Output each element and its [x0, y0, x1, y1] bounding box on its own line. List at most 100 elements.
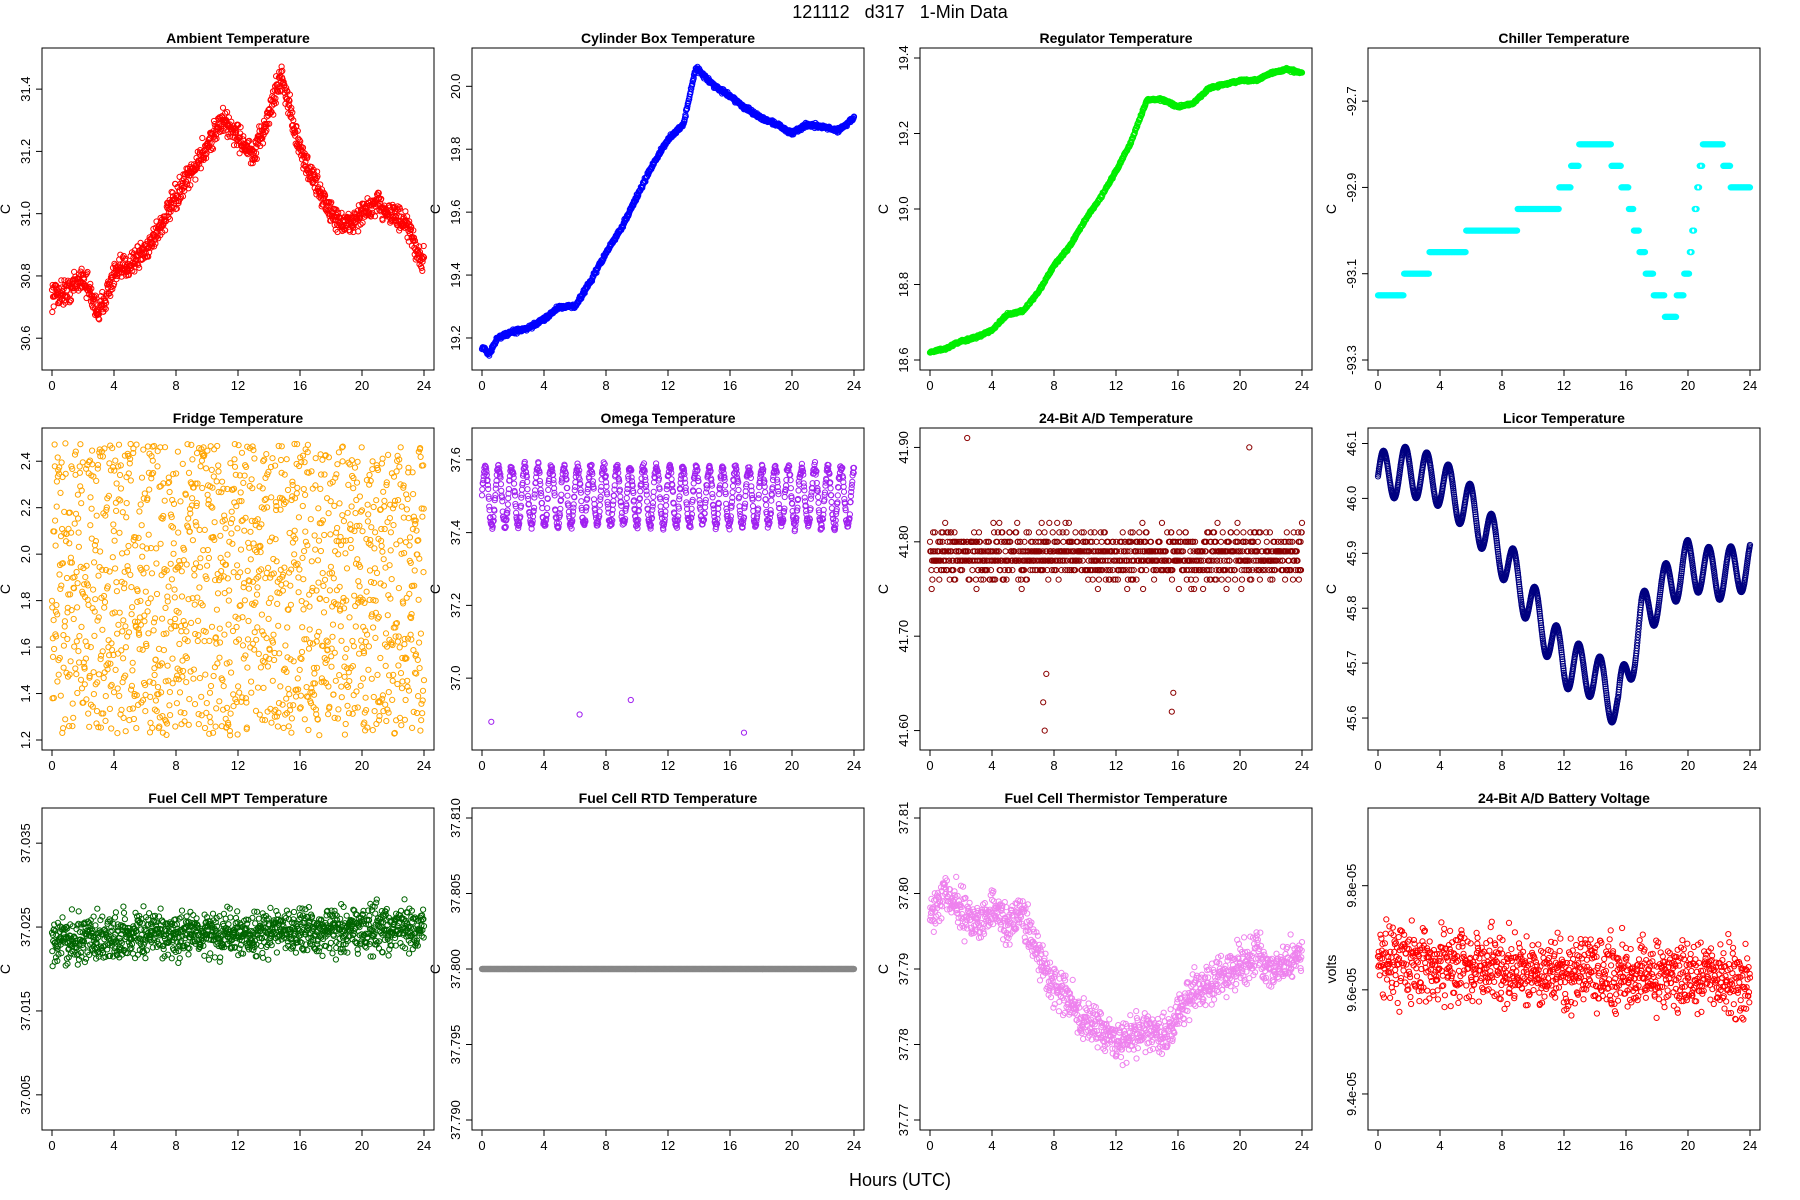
data-point — [191, 572, 198, 579]
data-point — [280, 79, 287, 86]
data-point — [221, 631, 228, 638]
y-axis-label: C — [0, 204, 13, 214]
data-point — [215, 468, 222, 475]
data-point — [129, 667, 136, 674]
data-point — [227, 133, 234, 140]
data-point — [306, 603, 313, 610]
data-point — [208, 144, 216, 151]
x-tick-label: 0 — [48, 378, 55, 393]
data-point — [52, 281, 59, 288]
data-point — [263, 635, 270, 642]
data-point — [186, 696, 193, 703]
data-point — [71, 643, 78, 650]
data-point — [191, 601, 198, 608]
data-point — [277, 683, 284, 690]
data-point — [90, 299, 97, 306]
data-point — [53, 503, 60, 510]
data-point — [230, 569, 237, 576]
data-point — [215, 462, 222, 469]
data-point — [254, 584, 261, 591]
data-point — [75, 543, 83, 550]
data-point — [240, 133, 247, 140]
y-tick-label: 19.6 — [448, 199, 463, 224]
data-point — [127, 571, 134, 579]
data-point — [300, 486, 307, 493]
data-point — [189, 456, 196, 463]
data-points — [926, 64, 1306, 356]
y-tick-label: 1.8 — [18, 592, 33, 610]
data-point — [192, 630, 199, 638]
data-point — [138, 522, 145, 529]
y-tick-label: 19.2 — [896, 121, 911, 146]
y-tick-label: 1.4 — [18, 684, 33, 702]
data-point — [172, 723, 179, 730]
data-point — [203, 465, 210, 472]
data-point — [122, 255, 129, 262]
data-point — [262, 495, 270, 502]
data-point — [102, 693, 109, 700]
data-point — [237, 546, 245, 553]
x-tick-label: 20 — [1233, 378, 1247, 393]
data-point — [166, 488, 173, 496]
data-point — [58, 459, 65, 466]
data-point — [125, 542, 132, 550]
data-point — [88, 285, 95, 292]
data-point — [174, 448, 181, 455]
data-point — [308, 558, 315, 565]
data-point — [86, 723, 93, 730]
data-point — [212, 723, 219, 730]
chart-panel: Fridge TemperatureC048121620241.21.41.61… — [0, 410, 435, 773]
data-point — [108, 681, 115, 689]
data-point — [207, 443, 214, 450]
data-point — [157, 540, 164, 547]
data-point — [72, 665, 79, 672]
data-point — [288, 715, 295, 722]
data-point — [109, 554, 116, 561]
data-point — [123, 514, 130, 521]
data-point — [209, 145, 217, 152]
data-point — [97, 548, 104, 555]
data-point — [338, 209, 345, 216]
data-point — [128, 682, 135, 690]
data-point — [280, 724, 287, 732]
data-point — [171, 586, 178, 593]
data-point — [117, 485, 125, 492]
panel-title: Cylinder Box Temperature — [581, 30, 755, 46]
data-point — [197, 165, 204, 172]
data-point — [225, 621, 232, 628]
data-point — [263, 451, 270, 458]
y-tick-label: 31.2 — [18, 139, 33, 164]
data-point — [284, 486, 292, 494]
plot-frame — [1367, 47, 1761, 371]
data-point — [195, 617, 202, 625]
data-point — [179, 177, 186, 184]
x-tick-label: 24 — [417, 378, 431, 393]
x-tick-label: 24 — [1295, 378, 1309, 393]
data-point — [112, 565, 119, 572]
data-point — [227, 710, 234, 717]
data-point — [61, 277, 68, 284]
data-point — [87, 644, 94, 651]
data-point — [153, 560, 160, 567]
data-point — [253, 636, 260, 643]
data-point — [298, 648, 306, 656]
data-point — [264, 504, 271, 511]
data-point — [139, 553, 146, 560]
data-point — [282, 642, 289, 649]
data-point — [81, 681, 88, 688]
data-point — [218, 568, 225, 575]
data-point — [115, 441, 123, 448]
data-point — [268, 719, 275, 726]
data-point — [294, 484, 301, 491]
data-point — [183, 628, 190, 635]
data-point — [108, 646, 116, 654]
data-point — [213, 606, 220, 613]
y-tick-label: 19.8 — [448, 137, 463, 162]
data-point — [84, 642, 91, 650]
data-point — [302, 491, 309, 498]
data-point — [187, 182, 194, 189]
data-point — [304, 441, 311, 448]
x-tick-label: 16 — [723, 378, 737, 393]
panel-title: Ambient Temperature — [166, 30, 310, 46]
data-point — [194, 637, 201, 645]
